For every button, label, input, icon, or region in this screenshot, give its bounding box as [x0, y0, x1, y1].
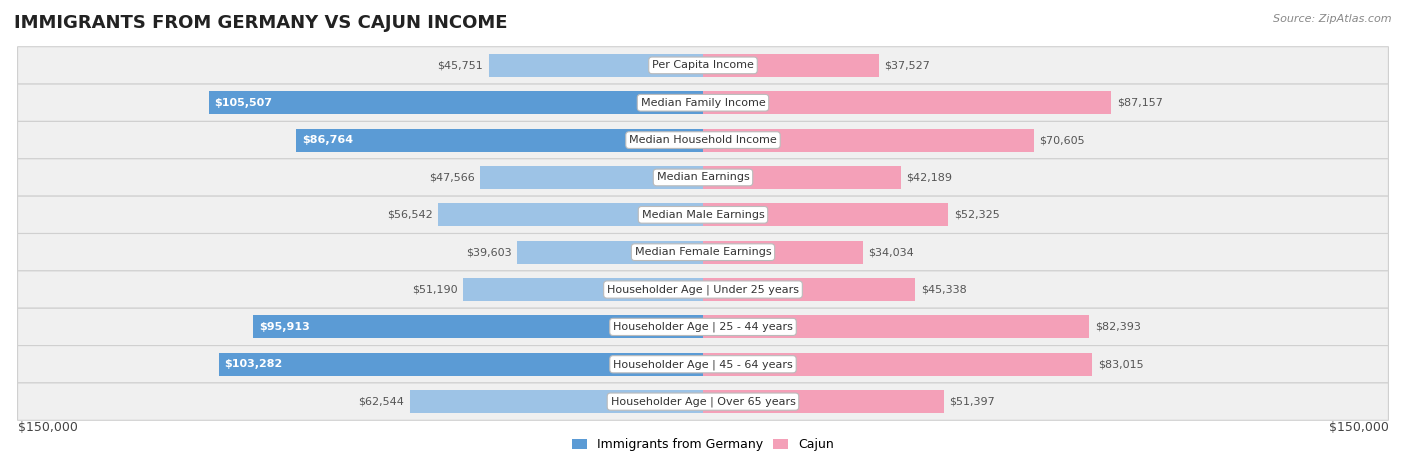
- Text: $51,190: $51,190: [412, 284, 457, 295]
- Text: $62,544: $62,544: [359, 396, 405, 407]
- Bar: [703, 241, 862, 264]
- Bar: [703, 54, 879, 77]
- Text: $37,527: $37,527: [884, 60, 931, 71]
- Text: $42,189: $42,189: [907, 172, 952, 183]
- Text: $150,000: $150,000: [18, 421, 77, 434]
- Bar: [703, 91, 1112, 114]
- Bar: [703, 128, 1033, 152]
- Text: $70,605: $70,605: [1039, 135, 1085, 145]
- Text: $82,393: $82,393: [1095, 322, 1140, 332]
- Text: Householder Age | 25 - 44 years: Householder Age | 25 - 44 years: [613, 322, 793, 332]
- Text: $86,764: $86,764: [302, 135, 353, 145]
- Bar: [703, 390, 943, 413]
- Text: Householder Age | Under 25 years: Householder Age | Under 25 years: [607, 284, 799, 295]
- Legend: Immigrants from Germany, Cajun: Immigrants from Germany, Cajun: [567, 433, 839, 456]
- Text: Per Capita Income: Per Capita Income: [652, 60, 754, 71]
- FancyBboxPatch shape: [18, 346, 1389, 383]
- Text: Householder Age | Over 65 years: Householder Age | Over 65 years: [610, 396, 796, 407]
- FancyBboxPatch shape: [18, 121, 1389, 159]
- Bar: [297, 128, 703, 152]
- FancyBboxPatch shape: [18, 271, 1389, 308]
- Text: IMMIGRANTS FROM GERMANY VS CAJUN INCOME: IMMIGRANTS FROM GERMANY VS CAJUN INCOME: [14, 14, 508, 32]
- Bar: [703, 353, 1092, 376]
- Bar: [703, 166, 901, 189]
- Text: $47,566: $47,566: [429, 172, 474, 183]
- Bar: [703, 315, 1090, 339]
- Text: $83,015: $83,015: [1098, 359, 1143, 369]
- FancyBboxPatch shape: [18, 159, 1389, 196]
- Text: Source: ZipAtlas.com: Source: ZipAtlas.com: [1274, 14, 1392, 24]
- Bar: [488, 54, 703, 77]
- Text: $45,751: $45,751: [437, 60, 482, 71]
- Text: $150,000: $150,000: [1329, 421, 1389, 434]
- Bar: [703, 278, 915, 301]
- Text: $95,913: $95,913: [259, 322, 309, 332]
- FancyBboxPatch shape: [18, 383, 1389, 420]
- Text: $39,603: $39,603: [467, 247, 512, 257]
- Text: Median Female Earnings: Median Female Earnings: [634, 247, 772, 257]
- Bar: [703, 203, 948, 226]
- Bar: [479, 166, 703, 189]
- Text: $45,338: $45,338: [921, 284, 967, 295]
- Text: $103,282: $103,282: [225, 359, 283, 369]
- Bar: [219, 353, 703, 376]
- Bar: [517, 241, 703, 264]
- Text: Median Household Income: Median Household Income: [628, 135, 778, 145]
- Text: $87,157: $87,157: [1118, 98, 1163, 108]
- Bar: [253, 315, 703, 339]
- Text: Median Family Income: Median Family Income: [641, 98, 765, 108]
- FancyBboxPatch shape: [18, 234, 1389, 271]
- FancyBboxPatch shape: [18, 84, 1389, 121]
- FancyBboxPatch shape: [18, 308, 1389, 346]
- Text: Median Male Earnings: Median Male Earnings: [641, 210, 765, 220]
- Bar: [411, 390, 703, 413]
- Text: $34,034: $34,034: [868, 247, 914, 257]
- FancyBboxPatch shape: [18, 47, 1389, 84]
- Text: $56,542: $56,542: [387, 210, 433, 220]
- Bar: [439, 203, 703, 226]
- Text: Householder Age | 45 - 64 years: Householder Age | 45 - 64 years: [613, 359, 793, 369]
- Bar: [208, 91, 703, 114]
- Bar: [463, 278, 703, 301]
- Text: $105,507: $105,507: [214, 98, 273, 108]
- FancyBboxPatch shape: [18, 196, 1389, 234]
- Text: Median Earnings: Median Earnings: [657, 172, 749, 183]
- Text: $52,325: $52,325: [953, 210, 1000, 220]
- Text: $51,397: $51,397: [949, 396, 995, 407]
